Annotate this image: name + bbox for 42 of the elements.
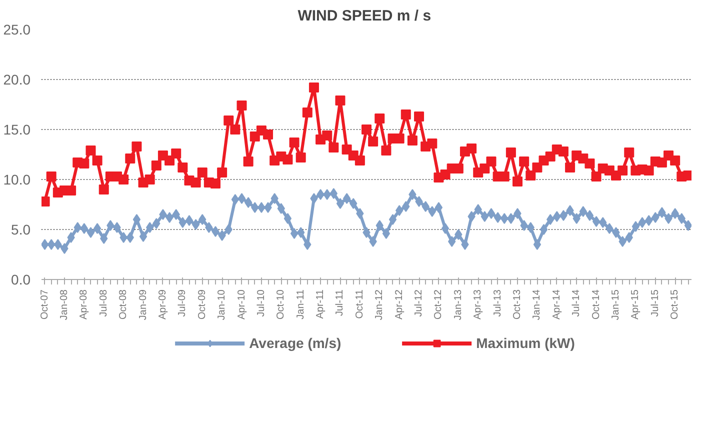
y-tick-label: 20.0 (3, 72, 31, 88)
x-tick-label: Jan-14 (532, 289, 543, 320)
x-tick-label: Apr-13 (472, 289, 484, 320)
x-tick-label: Jul-09 (177, 289, 188, 317)
x-tick-label: Jul-12 (414, 289, 425, 317)
legend-label: Average (m/s) (249, 335, 342, 351)
x-tick-label: Jan-15 (610, 289, 622, 320)
x-tick-label: Apr-11 (315, 289, 326, 319)
x-tick-label: Apr-10 (236, 289, 248, 320)
x-tick-label: Oct-08 (118, 289, 130, 320)
x-tick-label: Jan-11 (295, 289, 306, 320)
x-tick-label: Apr-08 (78, 289, 90, 320)
x-tick-label: Jan-12 (374, 289, 386, 320)
x-tick-label: Oct-15 (670, 289, 681, 320)
x-tick-label: Jan-13 (452, 289, 464, 320)
x-tick-label: Jul-15 (650, 289, 661, 317)
y-tick-label: 10.0 (3, 172, 31, 188)
y-tick-label: 25.0 (3, 22, 31, 38)
legend-label: Maximum (kW) (476, 335, 575, 351)
x-tick-label: Oct-11 (354, 289, 366, 319)
x-tick-label: Apr-14 (551, 289, 562, 320)
x-tick-label: Jan-09 (138, 289, 149, 320)
x-tick-label: Jan-08 (58, 289, 70, 320)
x-tick-label: Apr-09 (157, 289, 168, 320)
y-tick-label: 15.0 (3, 122, 31, 138)
x-tick-label: Oct-13 (512, 289, 524, 320)
x-tick-label: Jan-10 (216, 289, 228, 320)
x-tick-label: Jul-10 (256, 289, 267, 317)
chart-title: WIND SPEED m / s (298, 8, 432, 24)
y-tick-label: 0.0 (11, 272, 31, 288)
x-tick-label: Jul-14 (571, 289, 582, 317)
x-tick-label: Oct-07 (39, 289, 50, 320)
x-tick-label: Oct-14 (590, 289, 602, 320)
x-tick-label: Jul-13 (492, 289, 504, 317)
x-tick-label: Apr-12 (394, 289, 405, 320)
x-tick-label: Jul-08 (98, 289, 110, 317)
x-tick-label: Oct-10 (276, 289, 287, 320)
x-tick-label: Apr-15 (630, 289, 642, 320)
y-tick-label: 5.0 (11, 222, 31, 238)
x-tick-label: Oct-12 (433, 289, 444, 320)
x-tick-label: Oct-09 (196, 289, 208, 320)
x-tick-label: Jul-11 (334, 289, 346, 316)
